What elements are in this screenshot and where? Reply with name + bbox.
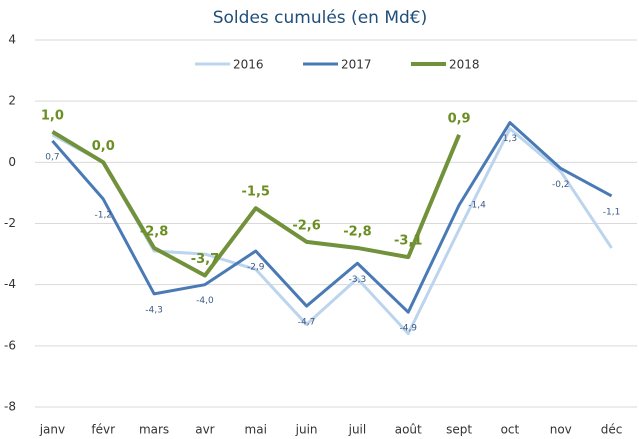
y-tick-label: -4 (4, 277, 16, 291)
y-tick-label: -8 (4, 400, 16, 414)
data-label: 0,9 (448, 111, 471, 126)
data-label: -3,7 (191, 252, 219, 267)
y-tick-label: 4 (8, 33, 16, 47)
data-label: 1,3 (503, 134, 517, 144)
data-label: -2,9 (247, 263, 265, 273)
x-tick-label: mai (245, 423, 267, 437)
x-tick-label: sept (446, 423, 472, 437)
y-tick-label: -2 (4, 216, 16, 230)
data-label: -0,2 (552, 180, 570, 190)
data-label: -3,1 (394, 234, 422, 249)
data-label: -1,2 (94, 211, 112, 221)
data-label: -4,3 (145, 305, 163, 315)
x-tick-label: oct (501, 423, 520, 437)
x-tick-label: janv (39, 423, 65, 437)
data-label: -2,8 (343, 224, 371, 239)
data-label: -1,1 (603, 207, 621, 217)
data-label: 0,0 (92, 139, 115, 154)
data-label: -1,4 (468, 201, 486, 211)
y-tick-label: 2 (8, 94, 16, 108)
legend-label: 2016 (233, 58, 264, 72)
data-label: 0,7 (45, 152, 59, 162)
x-tick-label: juin (295, 423, 318, 437)
data-label: -4,9 (399, 324, 417, 334)
data-label: -2,8 (140, 224, 168, 239)
x-tick-label: févr (91, 423, 115, 437)
x-tick-label: nov (550, 423, 572, 437)
y-tick-label: 0 (8, 155, 16, 169)
legend-label: 2018 (449, 58, 480, 72)
series-line (51, 121, 613, 314)
data-label: -3,3 (349, 275, 367, 285)
chart-subtitle: Soldes cumulés (en Md€) (213, 8, 428, 28)
series-line (51, 127, 613, 336)
data-label: -4,0 (196, 296, 214, 306)
data-label: 1,0 (41, 108, 64, 123)
x-tick-label: avr (195, 423, 214, 437)
x-tick-label: déc (601, 423, 623, 437)
legend-label: 2017 (341, 58, 372, 72)
data-label: -2,6 (292, 218, 320, 233)
x-tick-label: août (395, 423, 422, 437)
x-tick-label: juil (348, 423, 367, 437)
data-label: -1,5 (242, 185, 270, 200)
x-tick-label: mars (139, 423, 169, 437)
series-line (51, 130, 461, 278)
y-tick-label: -6 (4, 338, 16, 352)
data-label: -4,7 (298, 318, 316, 328)
